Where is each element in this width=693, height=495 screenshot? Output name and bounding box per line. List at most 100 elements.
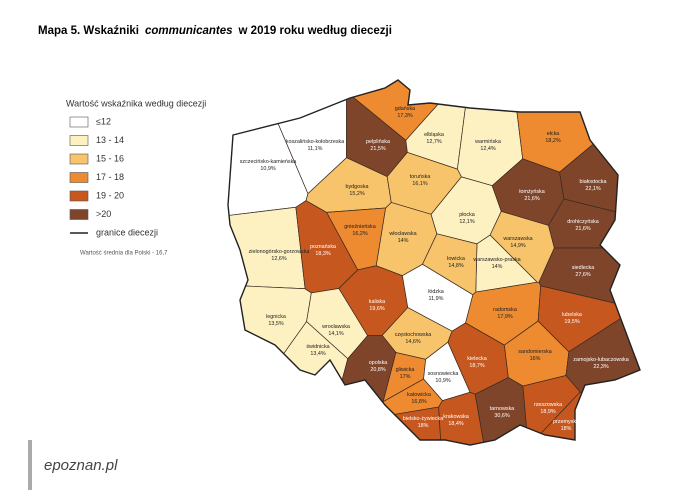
diocese-name: toruńska xyxy=(410,174,431,180)
diocese-value: 14% xyxy=(492,264,503,270)
diocese-name: bielsko-żywiecka xyxy=(403,416,443,422)
regions xyxy=(227,79,641,446)
diocese-value: 14,6% xyxy=(405,339,420,345)
diocese-value: 18,9% xyxy=(540,409,555,415)
diocese-name: świdnicka xyxy=(306,344,329,350)
diocese-name: ełcka xyxy=(547,131,560,137)
diocese-name: białostocka xyxy=(580,179,607,185)
diocese-value: 16,1% xyxy=(412,181,427,187)
diocese-name: pelplińska xyxy=(366,139,390,145)
average-note: Wartość średnia dla Polski - 16,7 xyxy=(80,251,168,257)
diocese-name: przemyska xyxy=(553,419,579,425)
legend-label: >20 xyxy=(96,209,111,219)
diocese-name: włocławska xyxy=(388,231,416,237)
diocese-value: 10,9% xyxy=(260,166,275,172)
diocese-name: wrocławska xyxy=(321,324,350,330)
diocese-value: 13,5% xyxy=(268,321,283,327)
diocese-value: 11,1% xyxy=(308,146,323,152)
diocese-value: 17% xyxy=(400,374,411,380)
diocese-name: poznańska xyxy=(310,244,336,250)
title-italic: communicantes xyxy=(145,25,233,37)
diocese-name: łomżyńska xyxy=(519,189,544,195)
legend-label: granice diecezji xyxy=(96,227,158,237)
diocese-value: 22,3% xyxy=(593,364,608,370)
diocese-value: 18% xyxy=(418,423,429,429)
diocese-name: katowicka xyxy=(407,392,431,398)
diocese-name: elbląska xyxy=(424,132,444,138)
diocese-value: 14,8% xyxy=(448,263,463,269)
diocese-name: lubelska xyxy=(562,312,582,318)
diocese-name: warszawska xyxy=(502,236,532,242)
diocese-value: 15,2% xyxy=(349,191,364,197)
diocese-name: zielonogórsko-gorzowska xyxy=(249,249,310,255)
diocese-value: 17,9% xyxy=(497,314,512,320)
diocese-value: 18,4% xyxy=(448,421,463,427)
diocese-value: 21,5% xyxy=(370,146,385,152)
diocese-value: 18,3% xyxy=(315,251,330,257)
legend-swatch xyxy=(69,172,89,183)
legend-swatch xyxy=(69,116,89,128)
diocese-value: 14,1% xyxy=(328,331,343,337)
diocese-value: 12,4% xyxy=(480,146,495,152)
diocese-value: 13,4% xyxy=(310,351,325,357)
diocese-name: bydgoska xyxy=(345,184,368,190)
diocese-name: kaliska xyxy=(369,299,385,305)
diocese-value: 22,1% xyxy=(585,186,600,192)
diocese-name: szczecińsko-kamieńska xyxy=(240,159,297,165)
legend-swatch xyxy=(69,190,89,202)
title: Mapa 5. Wskaźniki communicantes w 2019 rok… xyxy=(38,25,392,37)
diocese-name: legnicka xyxy=(266,314,286,320)
diocese-value: 16,8% xyxy=(411,399,426,405)
diocese-value: 12,7% xyxy=(426,139,441,145)
diocese-value: 20,8% xyxy=(370,367,385,373)
diocese-value: 18,2% xyxy=(545,138,560,144)
diocese-value: 12,1% xyxy=(459,219,474,225)
diocese-name: rzeszowska xyxy=(534,402,562,408)
diocese-value: 16% xyxy=(530,356,541,362)
diocese-value: 21,6% xyxy=(524,196,539,202)
diocese-name: sosnowiecka xyxy=(428,371,459,377)
diocese-name: warszawsko-praska xyxy=(472,257,520,263)
diocese-name: drohiczyńska xyxy=(567,219,598,225)
diocese-value: 19,6% xyxy=(369,306,384,312)
legend-label: 17 - 18 xyxy=(96,172,124,182)
diocese-name: częstochowska xyxy=(395,332,432,338)
labels: szczecińsko-kamieńska10,9%koszalińsko-ko… xyxy=(240,106,629,432)
diocese-name: opolska xyxy=(369,360,388,366)
diocese-name: tarnowska xyxy=(490,406,515,412)
diocese-name: krakowska xyxy=(443,414,468,420)
diocese-name: gnieźnieńska xyxy=(344,224,375,230)
diocese-name: radomska xyxy=(493,307,517,313)
diocese-value: 18,7% xyxy=(469,363,484,369)
legend-label: 19 - 20 xyxy=(96,190,124,200)
legend-swatch xyxy=(69,135,89,146)
title-prefix: Mapa 5. Wskaźniki xyxy=(38,25,139,37)
legend-swatch xyxy=(69,209,89,220)
legend-swatch xyxy=(69,153,89,165)
diocese-value: 17,3% xyxy=(397,113,412,119)
legend-label: 13 - 14 xyxy=(96,135,124,145)
diocese-value: 14% xyxy=(398,238,409,244)
diocese-value: 11,9% xyxy=(429,296,444,302)
legend: Wartość wskaźnika według diecezji ≤12 13 … xyxy=(66,98,206,256)
title-suffix: w 2019 roku według diecezji xyxy=(238,25,392,37)
diocese-name: zamojsko-lubaczowska xyxy=(573,357,628,363)
diocese-name: koszalińsko-kołobrzeska xyxy=(286,139,344,145)
diocese-name: gliwicka xyxy=(396,367,415,373)
watermark: epoznan.pl xyxy=(44,457,118,474)
diocese-value: 21,6% xyxy=(575,226,590,232)
diocese-name: łowicka xyxy=(447,256,465,262)
diocese-name: warmińska xyxy=(474,139,501,145)
diocese-value: 10,9% xyxy=(435,378,450,384)
diocese-name: siedlecka xyxy=(572,265,594,271)
diocese-name: łódzka xyxy=(428,289,444,295)
legend-title: Wartość wskaźnika według diecezji xyxy=(66,98,206,108)
legend-label: ≤12 xyxy=(96,116,111,126)
diocese-name: kielecka xyxy=(467,356,486,362)
diocese-value: 16,2% xyxy=(352,231,367,237)
diocese-name: płocka xyxy=(459,212,475,218)
diocese-value: 27,6% xyxy=(575,272,590,278)
diocese-value: 30,6% xyxy=(494,413,509,419)
